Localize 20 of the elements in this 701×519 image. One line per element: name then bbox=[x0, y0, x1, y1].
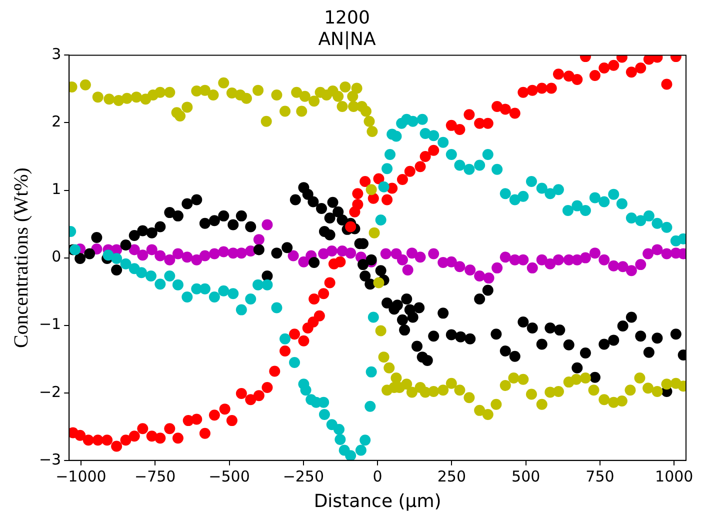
x-tick-label: −250 bbox=[282, 467, 324, 486]
x-tick-label: 0 bbox=[372, 467, 382, 486]
y-axis-title: Concentrations (Wt%) bbox=[10, 168, 32, 348]
y-tick-label: −2 bbox=[38, 382, 62, 401]
chart-title: 1200 bbox=[324, 7, 370, 28]
x-tick-label: 500 bbox=[512, 467, 540, 486]
x-tick-label: 250 bbox=[437, 467, 466, 486]
x-axis-title: Distance (μm) bbox=[314, 490, 442, 512]
y-tick-label: 2 bbox=[52, 112, 62, 131]
y-tick-label: 3 bbox=[52, 45, 62, 64]
chart-subtitle: AN|NA bbox=[318, 29, 376, 50]
x-tick-label: −750 bbox=[134, 467, 176, 486]
y-tick-label: 0 bbox=[52, 248, 62, 266]
y-tick-label: 1 bbox=[52, 180, 62, 198]
y-tick-label: −1 bbox=[38, 315, 62, 334]
x-tick-label: −1000 bbox=[56, 467, 106, 486]
y-tick-label: −3 bbox=[38, 450, 62, 468]
x-tick-label: 750 bbox=[586, 467, 614, 486]
x-tick-label: 1000 bbox=[655, 467, 694, 486]
x-tick-label: −500 bbox=[208, 467, 250, 486]
